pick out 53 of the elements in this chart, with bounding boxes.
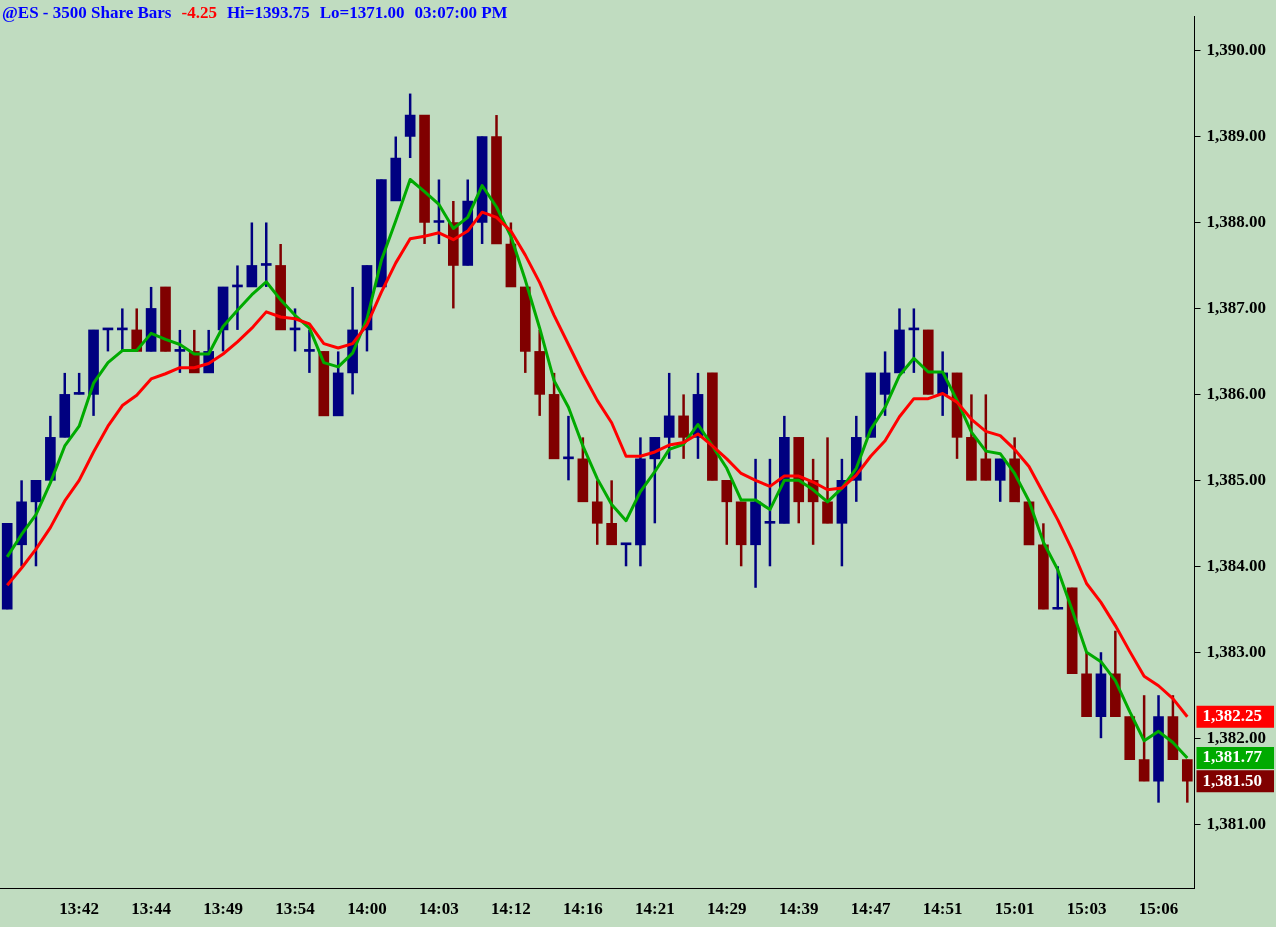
candlestick (879, 350, 891, 418)
candlestick (620, 542, 632, 568)
x-tick-label: 13:42 (59, 899, 99, 919)
x-tick-label: 13:49 (203, 899, 243, 919)
candlestick (764, 457, 776, 568)
candlestick (994, 457, 1006, 504)
x-tick-label: 14:39 (778, 899, 819, 919)
y-tick-label: 1,386.00 (1206, 383, 1266, 403)
candlestick (246, 221, 258, 289)
text: 1,381.50 (1202, 770, 1262, 790)
annotation: Lo=1371.00 (319, 3, 405, 22)
candlestick (404, 92, 416, 160)
candlestick (1181, 758, 1193, 804)
candlestick (591, 479, 603, 547)
candlestick (1138, 693, 1150, 783)
x-tick-label: 14:00 (347, 899, 387, 919)
y-tick-label: 1,385.00 (1206, 469, 1266, 489)
x-tick-label: 14:12 (491, 899, 531, 919)
x-tick-label: 14:03 (419, 899, 459, 919)
candlestick (30, 479, 42, 568)
annotation: 03:07:00 PM (414, 3, 508, 22)
candlestick (304, 328, 315, 375)
annotation: Hi=1393.75 (226, 3, 310, 22)
x-tick-label: 15:06 (1138, 899, 1179, 919)
x-tick-label: 14:16 (563, 899, 603, 919)
data-label: 1,381.77 (1202, 747, 1263, 767)
y-tick-label: 1,390.00 (1206, 39, 1266, 59)
y-tick-label: 1,383.00 (1206, 641, 1266, 661)
y-tick-label: 1,388.00 (1206, 211, 1266, 231)
candlestick (663, 371, 675, 461)
y-tick-label: 1,381.00 (1206, 813, 1266, 833)
x-tick-label: 14:51 (922, 899, 963, 919)
candlestick (606, 479, 617, 547)
candlestick (721, 479, 733, 547)
candlestick (260, 221, 272, 289)
y-tick-label: 1,384.00 (1206, 555, 1266, 575)
y-tick-label: 1,389.00 (1206, 125, 1266, 145)
x-tick-label: 15:01 (994, 899, 1035, 919)
candlestick (822, 436, 833, 525)
x-tick-label: 14:21 (634, 899, 675, 919)
candlestick (73, 371, 85, 396)
x-tick-label: 14:47 (850, 899, 892, 919)
y-tick-label: 1,382.00 (1206, 727, 1266, 747)
chart-title: @ES - 3500 Share Bars (2, 3, 172, 22)
x-tick-label: 13:54 (275, 899, 316, 919)
data-label: 1,382.25 (1202, 706, 1262, 726)
x-tick-label: 15:03 (1066, 899, 1107, 919)
x-tick-label: 13:44 (131, 899, 172, 919)
candlestick (980, 393, 992, 482)
candlestick (678, 393, 689, 461)
x-tick-label: 14:29 (706, 899, 747, 919)
annotation: -4.25 (181, 3, 217, 22)
y-tick-label: 1,387.00 (1206, 297, 1266, 317)
